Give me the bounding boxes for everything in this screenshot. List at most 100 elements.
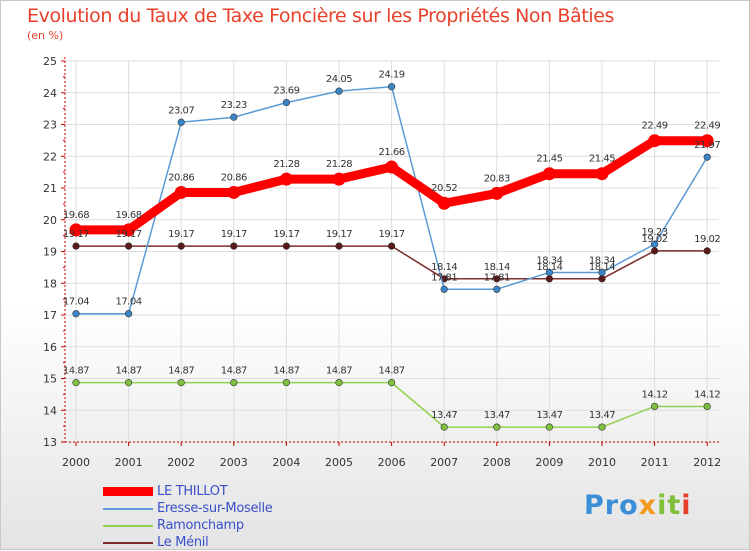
data-label: 13.47 xyxy=(484,410,510,421)
data-point xyxy=(230,113,238,121)
data-point xyxy=(493,275,501,283)
data-label: 21.28 xyxy=(326,159,352,170)
data-label: 21.28 xyxy=(273,159,299,170)
logo-part: Pro xyxy=(584,490,639,521)
y-tick-label: 24 xyxy=(43,87,57,100)
data-label: 18.14 xyxy=(484,262,510,273)
y-tick-label: 17 xyxy=(43,309,57,322)
data-label: 17.04 xyxy=(63,297,89,308)
data-label: 18.14 xyxy=(431,262,457,273)
data-point xyxy=(72,379,80,387)
y-tick-label: 15 xyxy=(43,373,57,386)
data-point xyxy=(335,87,343,95)
data-label: 22.49 xyxy=(694,121,720,132)
data-point xyxy=(703,247,711,255)
data-label: 19.17 xyxy=(116,229,142,240)
y-tick-label: 25 xyxy=(43,55,57,68)
data-label: 20.52 xyxy=(431,183,457,194)
data-label: 19.17 xyxy=(326,229,352,240)
data-label: 14.87 xyxy=(379,366,405,377)
data-label: 14.87 xyxy=(221,366,247,377)
data-point xyxy=(598,423,606,431)
data-point xyxy=(650,240,659,248)
x-tick-label: 2002 xyxy=(167,456,195,469)
data-point xyxy=(124,310,133,318)
data-point xyxy=(388,83,396,91)
x-tick-label: 2008 xyxy=(483,456,511,469)
legend-swatch xyxy=(103,507,153,510)
data-label: 21.97 xyxy=(694,140,720,151)
data-label: 18.34 xyxy=(536,255,562,266)
x-tick-label: 2007 xyxy=(430,456,458,469)
x-tick-label: 2009 xyxy=(535,456,563,469)
data-point xyxy=(493,285,501,293)
data-label: 24.05 xyxy=(326,74,352,85)
data-point xyxy=(648,134,662,148)
chart-title: Evolution du Taux de Taxe Foncière sur l… xyxy=(27,5,615,27)
data-point xyxy=(335,379,343,387)
data-point xyxy=(493,423,501,431)
data-point xyxy=(545,275,554,283)
data-point xyxy=(177,118,185,126)
data-point xyxy=(545,423,554,431)
data-label: 19.17 xyxy=(273,229,299,240)
data-point xyxy=(69,223,83,237)
x-tick-label: 2011 xyxy=(641,456,669,469)
data-label: 21.45 xyxy=(589,154,615,165)
data-label: 19.68 xyxy=(63,210,89,221)
data-point xyxy=(542,167,556,181)
data-point xyxy=(490,186,504,200)
data-label: 19.68 xyxy=(116,210,142,221)
y-tick-label: 23 xyxy=(43,119,57,132)
y-tick-label: 20 xyxy=(43,214,57,227)
data-point xyxy=(230,379,238,387)
x-tick-label: 2012 xyxy=(693,456,721,469)
data-point xyxy=(703,153,711,161)
data-label: 14.87 xyxy=(168,366,194,377)
logo-part: it xyxy=(657,490,682,521)
data-point xyxy=(279,172,293,186)
data-point xyxy=(174,185,188,199)
y-axis-unit: (en %) xyxy=(27,29,64,42)
data-label: 20.83 xyxy=(484,173,510,184)
legend-label: LE THILLOT xyxy=(157,484,228,499)
data-point xyxy=(177,242,185,250)
data-label: 14.12 xyxy=(642,389,668,400)
legend-swatch xyxy=(103,541,153,544)
data-point xyxy=(122,223,136,237)
data-point xyxy=(545,268,554,277)
data-point xyxy=(598,268,606,277)
data-point xyxy=(440,423,448,431)
data-point xyxy=(595,167,609,181)
data-point xyxy=(282,242,291,250)
data-label: 14.87 xyxy=(116,366,142,377)
data-point xyxy=(124,242,133,250)
data-label: 18.34 xyxy=(589,255,615,266)
data-point xyxy=(385,160,399,174)
data-label: 14.87 xyxy=(326,366,352,377)
proxiti-logo: Proxiti xyxy=(584,490,692,521)
y-tick-label: 19 xyxy=(43,246,57,259)
data-label: 20.86 xyxy=(221,172,247,183)
y-tick-label: 14 xyxy=(43,404,57,417)
data-point xyxy=(388,379,396,387)
data-label: 14.87 xyxy=(273,366,299,377)
data-point xyxy=(72,310,80,318)
data-label: 22.49 xyxy=(642,121,668,132)
data-point xyxy=(332,172,346,186)
legend-label: Eresse-sur-Moselle xyxy=(157,501,273,516)
data-label: 17.81 xyxy=(431,272,457,283)
data-label: 18.14 xyxy=(589,262,615,273)
legend-swatch xyxy=(103,487,153,496)
data-point xyxy=(177,379,185,387)
data-label: 19.02 xyxy=(642,234,668,245)
y-tick-label: 22 xyxy=(43,150,57,163)
data-point xyxy=(388,242,396,250)
data-point xyxy=(650,402,659,411)
logo-part: x xyxy=(638,490,658,521)
data-label: 20.86 xyxy=(168,172,194,183)
data-label: 18.14 xyxy=(536,262,562,273)
y-tick-label: 13 xyxy=(43,436,57,449)
